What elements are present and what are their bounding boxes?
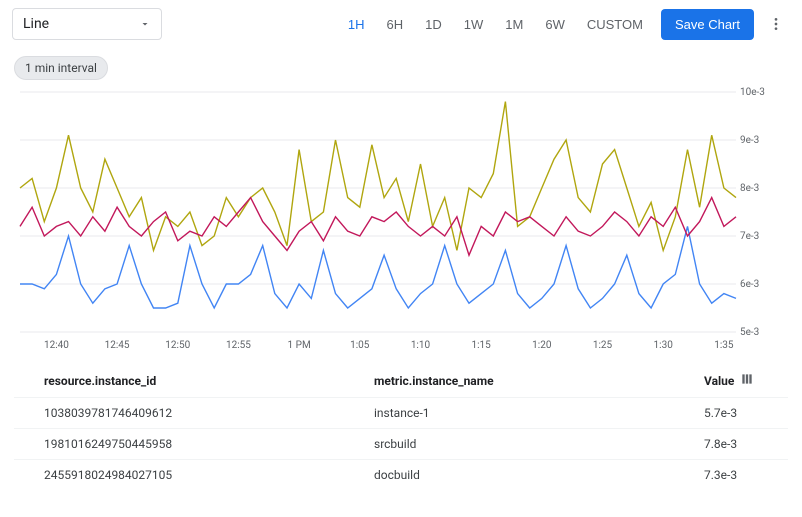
col-value: Value [704,374,734,388]
more-menu-button[interactable] [762,10,790,38]
series-instance-1 [20,226,736,308]
svg-text:1 PM: 1 PM [288,340,311,351]
chart-type-label: Line [23,16,49,32]
svg-text:6e-3: 6e-3 [740,279,759,290]
legend-table: resource.instance_id metric.instance_nam… [0,354,802,490]
cell-instance-name: srcbuild [374,437,704,451]
svg-text:1:10: 1:10 [411,340,431,351]
cell-value: 7.3e-3 [704,468,784,482]
svg-text:5e-3: 5e-3 [740,327,759,338]
svg-text:12:50: 12:50 [165,340,190,351]
time-range-1d[interactable]: 1D [415,11,452,38]
cell-instance-id: 1981016249750445958 [44,437,374,451]
time-range-custom[interactable]: CUSTOM [577,11,653,38]
more-vert-icon [768,16,784,32]
cell-instance-name: instance-1 [374,406,704,420]
svg-text:1:20: 1:20 [532,340,552,351]
cell-value: 7.8e-3 [704,437,784,451]
cell-instance-id: 1038039781746409612 [44,406,374,420]
svg-text:8e-3: 8e-3 [740,183,759,194]
cell-instance-id: 2455918024984027105 [44,468,374,482]
time-range-group: 1H6H1D1W1M6WCUSTOM [338,11,653,38]
time-range-1m[interactable]: 1M [495,11,533,38]
toolbar: Line 1H6H1D1W1M6WCUSTOM Save Chart [0,0,802,48]
cell-instance-name: docbuild [374,468,704,482]
table-row[interactable]: 1038039781746409612instance-15.7e-3 [14,397,788,428]
svg-text:1:05: 1:05 [350,340,370,351]
interval-row: 1 min interval [0,48,802,84]
table-row[interactable]: 1981016249750445958srcbuild7.8e-3 [14,428,788,459]
table-header-row: resource.instance_id metric.instance_nam… [14,364,788,397]
svg-text:1:30: 1:30 [654,340,674,351]
svg-text:12:45: 12:45 [105,340,130,351]
svg-text:1:25: 1:25 [593,340,613,351]
cell-value: 5.7e-3 [704,406,784,420]
col-instance-name: metric.instance_name [374,374,704,388]
line-chart: 5e-3 6e-3 7e-3 8e-3 9e-3 10e-3 12:40 12:45 12:50… [14,84,766,354]
time-range-1w[interactable]: 1W [454,11,494,38]
chart-area: 5e-3 6e-3 7e-3 8e-3 9e-3 10e-3 12:40 12:45 12:50… [0,84,802,354]
series-srcbuild [20,102,736,251]
interval-chip[interactable]: 1 min interval [14,56,108,80]
col-instance-id: resource.instance_id [44,374,374,388]
caret-down-icon [139,18,151,30]
time-range-6w[interactable]: 6W [535,11,575,38]
chart-type-select[interactable]: Line [12,8,162,40]
svg-text:1:15: 1:15 [472,340,492,351]
svg-text:9e-3: 9e-3 [740,135,759,146]
time-range-1h[interactable]: 1H [338,11,375,38]
series-docbuild [20,198,736,256]
svg-text:1:35: 1:35 [714,340,734,351]
svg-text:12:40: 12:40 [44,340,69,351]
svg-text:10e-3: 10e-3 [740,87,765,98]
save-chart-button[interactable]: Save Chart [661,9,754,40]
svg-text:7e-3: 7e-3 [740,231,759,242]
table-row[interactable]: 2455918024984027105docbuild7.3e-3 [14,459,788,490]
column-settings-icon[interactable] [740,372,754,389]
time-range-6h[interactable]: 6H [377,11,414,38]
svg-text:12:55: 12:55 [226,340,251,351]
